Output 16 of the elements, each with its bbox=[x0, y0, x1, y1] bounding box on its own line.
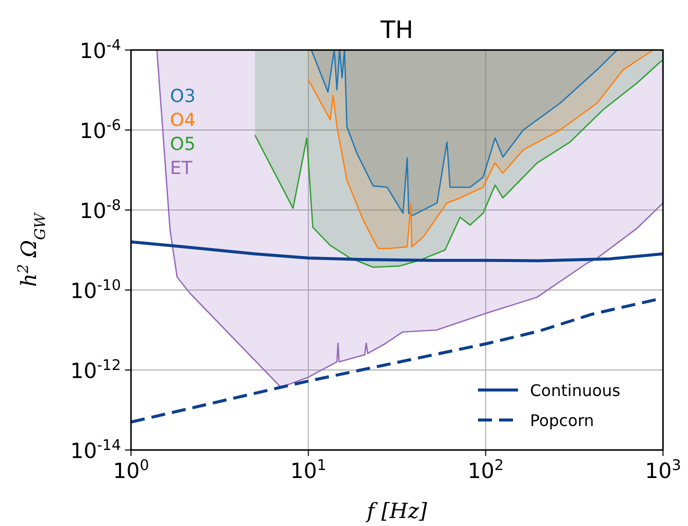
text: O4 bbox=[170, 110, 196, 131]
y-tick-label: 10$^{-8}$ bbox=[80, 196, 121, 223]
x-axis-title: f [Hz] bbox=[364, 499, 428, 523]
series-label: ET bbox=[170, 158, 194, 179]
y-tick-label: 10$^{-10}$ bbox=[70, 276, 121, 303]
chart-title: TH bbox=[380, 16, 414, 44]
legend-label: Continuous bbox=[530, 381, 620, 400]
y-tick-label: 10$^{-6}$ bbox=[80, 116, 121, 143]
y-tick-label: 10$^{-12}$ bbox=[70, 356, 121, 383]
text: O3 bbox=[170, 86, 196, 107]
text: O5 bbox=[170, 134, 196, 155]
legend-label: Popcorn bbox=[530, 411, 594, 430]
y-tick-label: 10$^{-4}$ bbox=[80, 36, 121, 63]
x-tick-label: 10$^{2}$ bbox=[468, 456, 504, 483]
x-tick-label: 10$^{3}$ bbox=[644, 456, 682, 483]
x-tick-label: 10$^{1}$ bbox=[290, 456, 326, 483]
